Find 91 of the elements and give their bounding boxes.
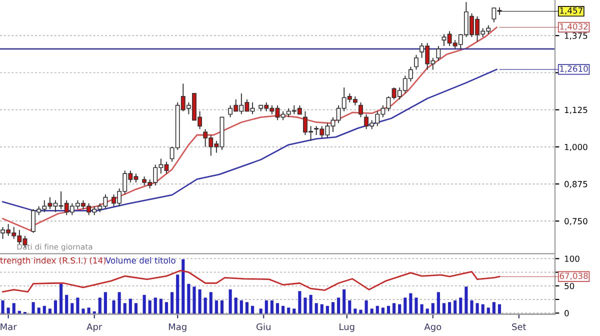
bar <box>123 303 126 314</box>
bar <box>426 308 429 314</box>
y-tick-label: 50 <box>564 282 574 290</box>
bar <box>234 298 238 314</box>
bar <box>431 303 434 314</box>
bar <box>76 298 80 314</box>
x-tick-label: Lug <box>340 323 354 332</box>
y-tick-label: 1,125 <box>564 106 588 114</box>
series-label: Volume del titolo <box>106 257 176 264</box>
y-tick-label: 0 <box>564 310 569 316</box>
y-tick-label: 1,000 <box>564 144 588 151</box>
bar <box>214 300 218 314</box>
bar <box>454 300 457 314</box>
x-tick-label: Giu <box>256 323 270 330</box>
annotation: 1,2610 <box>560 66 588 73</box>
bar <box>204 298 207 314</box>
bar <box>354 308 357 314</box>
bar <box>442 303 446 314</box>
bar <box>264 300 268 314</box>
bar <box>176 274 180 314</box>
bar <box>492 302 496 314</box>
bar <box>118 292 121 314</box>
x-tick-label: Ago <box>424 323 442 332</box>
bar <box>228 289 232 314</box>
bar <box>170 292 174 314</box>
bar <box>148 300 152 314</box>
bar <box>292 308 296 314</box>
bar <box>159 298 162 314</box>
bar <box>82 308 85 314</box>
bar <box>348 300 352 314</box>
annotation: 1,4032 <box>560 23 588 31</box>
bar <box>98 298 102 314</box>
bar <box>364 300 368 314</box>
bar <box>276 303 280 314</box>
candlestick <box>414 54 418 70</box>
bar <box>459 298 462 314</box>
candlestick <box>436 46 441 62</box>
bar <box>404 298 407 314</box>
bar <box>192 286 196 314</box>
bar <box>414 298 418 314</box>
bar <box>370 308 374 314</box>
y-tick-label: 100 <box>564 256 580 262</box>
bar <box>259 308 262 314</box>
series-label: trength index (R.S.I.) (14) <box>0 257 106 266</box>
bar <box>409 293 412 314</box>
bar <box>142 294 146 314</box>
bar <box>209 292 212 314</box>
bar <box>331 302 335 314</box>
bar <box>464 286 468 314</box>
y-tick-label: 1,375 <box>564 32 588 40</box>
bar <box>309 294 312 314</box>
bar <box>70 303 74 314</box>
bar <box>314 303 318 314</box>
bar <box>245 302 248 314</box>
bar <box>470 300 474 314</box>
bar <box>32 302 35 314</box>
bar <box>12 303 16 314</box>
bar <box>112 300 116 314</box>
bar <box>392 303 396 314</box>
bar <box>337 298 340 314</box>
bar <box>476 303 479 314</box>
bar <box>182 259 185 314</box>
bar <box>198 289 202 314</box>
bar <box>448 302 452 314</box>
y-tick-label: 0,875 <box>564 180 588 188</box>
bar <box>60 284 63 314</box>
bar <box>220 300 224 314</box>
bar <box>104 292 107 314</box>
bar <box>187 284 190 314</box>
annotation: 1,457 <box>560 8 582 15</box>
bar <box>240 300 243 314</box>
x-tick-label: Mar <box>0 323 17 330</box>
x-tick-label: Apr <box>86 323 102 332</box>
bar <box>54 300 58 314</box>
y-tick-label: 0,750 <box>564 218 588 226</box>
bar <box>359 310 362 314</box>
bar <box>298 291 302 314</box>
candlestick <box>358 102 363 118</box>
bar <box>164 302 168 314</box>
bar <box>436 292 440 314</box>
annotation: 67,038 <box>560 272 588 280</box>
bar <box>304 298 307 314</box>
bar <box>270 300 274 314</box>
bar <box>65 294 68 314</box>
x-tick-label: Set <box>512 323 526 330</box>
bar <box>154 298 157 314</box>
bar <box>128 298 132 314</box>
bar <box>134 303 138 314</box>
bar <box>342 289 346 314</box>
bar <box>48 308 52 314</box>
x-tick-label: Mag <box>168 323 186 332</box>
